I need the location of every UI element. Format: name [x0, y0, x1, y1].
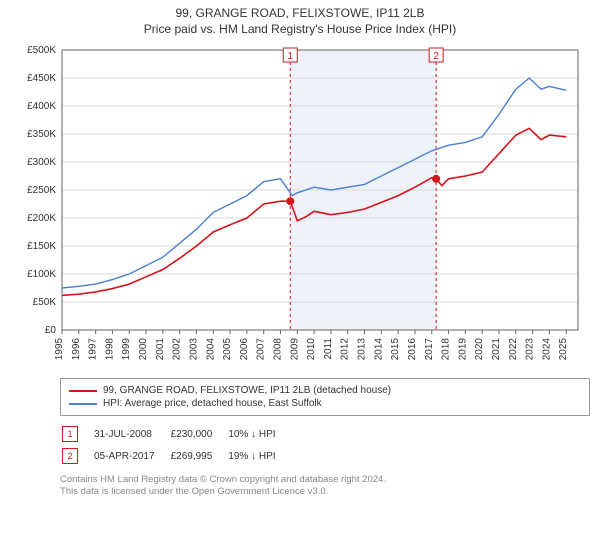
- svg-text:2009: 2009: [289, 338, 300, 361]
- marker-row: 2 05-APR-2017£269,99519% ↓ HPI: [62, 446, 290, 466]
- svg-text:2006: 2006: [239, 338, 250, 361]
- svg-text:£200K: £200K: [27, 213, 56, 224]
- svg-text:2008: 2008: [273, 338, 284, 361]
- legend-item: 99, GRANGE ROAD, FELIXSTOWE, IP11 2LB (d…: [69, 385, 581, 396]
- svg-text:2023: 2023: [525, 338, 536, 361]
- svg-text:2: 2: [433, 51, 439, 62]
- marker-number-box: 1: [62, 426, 78, 442]
- footnote: Contains HM Land Registry data © Crown c…: [60, 474, 590, 499]
- marker-price: £230,000: [171, 424, 227, 444]
- svg-text:2011: 2011: [323, 338, 334, 360]
- svg-text:£0: £0: [45, 325, 57, 336]
- marker-price: £269,995: [171, 446, 227, 466]
- legend-label: HPI: Average price, detached house, East…: [103, 398, 322, 409]
- title-main: 99, GRANGE ROAD, FELIXSTOWE, IP11 2LB: [0, 6, 600, 20]
- svg-text:2001: 2001: [155, 338, 166, 361]
- svg-text:2010: 2010: [306, 338, 317, 361]
- svg-text:2003: 2003: [188, 338, 199, 361]
- svg-text:£400K: £400K: [27, 101, 56, 112]
- svg-text:2002: 2002: [172, 338, 183, 361]
- svg-text:2017: 2017: [424, 338, 435, 361]
- footnote-line-2: This data is licensed under the Open Gov…: [60, 486, 590, 498]
- svg-text:2015: 2015: [390, 338, 401, 361]
- marker-date: 31-JUL-2008: [94, 424, 169, 444]
- svg-text:1995: 1995: [54, 338, 65, 361]
- svg-text:2024: 2024: [541, 338, 552, 361]
- svg-text:2012: 2012: [340, 338, 351, 361]
- svg-text:2019: 2019: [457, 338, 468, 361]
- svg-text:1999: 1999: [121, 338, 132, 361]
- chart: £0 £50K £100K £150K £200K £250K £300K £350K £400…: [10, 42, 590, 372]
- markers-table: 1 31-JUL-2008£230,00010% ↓ HPI 2 05-APR-201…: [60, 422, 292, 468]
- svg-text:1996: 1996: [71, 338, 82, 361]
- svg-text:2021: 2021: [491, 338, 502, 361]
- svg-text:2014: 2014: [373, 338, 384, 361]
- marker-row: 1 31-JUL-2008£230,00010% ↓ HPI: [62, 424, 290, 444]
- svg-text:£50K: £50K: [33, 297, 57, 308]
- svg-text:2007: 2007: [256, 338, 267, 361]
- svg-text:£300K: £300K: [27, 157, 56, 168]
- svg-text:2018: 2018: [441, 338, 452, 361]
- svg-text:2016: 2016: [407, 338, 418, 361]
- svg-text:£100K: £100K: [27, 269, 56, 280]
- svg-text:1997: 1997: [88, 338, 99, 361]
- legend-item: HPI: Average price, detached house, East…: [69, 398, 581, 409]
- svg-text:1998: 1998: [104, 338, 115, 361]
- marker-date: 05-APR-2017: [94, 446, 169, 466]
- svg-text:2000: 2000: [138, 338, 149, 361]
- marker-delta: 19% ↓ HPI: [228, 446, 289, 466]
- legend: 99, GRANGE ROAD, FELIXSTOWE, IP11 2LB (d…: [60, 378, 590, 416]
- svg-text:£500K: £500K: [27, 45, 56, 56]
- marker-delta: 10% ↓ HPI: [228, 424, 289, 444]
- marker-number-box: 2: [62, 448, 78, 464]
- svg-text:2004: 2004: [205, 338, 216, 361]
- svg-text:2013: 2013: [357, 338, 368, 361]
- svg-text:2020: 2020: [474, 338, 485, 361]
- legend-swatch: [69, 403, 97, 405]
- legend-swatch: [69, 390, 97, 392]
- svg-text:£350K: £350K: [27, 129, 56, 140]
- title-sub: Price paid vs. HM Land Registry's House …: [0, 22, 600, 36]
- svg-text:2022: 2022: [508, 338, 519, 361]
- svg-text:£450K: £450K: [27, 73, 56, 84]
- chart-svg: £0 £50K £100K £150K £200K £250K £300K £350K £400…: [10, 42, 590, 372]
- legend-label: 99, GRANGE ROAD, FELIXSTOWE, IP11 2LB (d…: [103, 385, 391, 396]
- svg-text:£250K: £250K: [27, 185, 56, 196]
- footnote-line-1: Contains HM Land Registry data © Crown c…: [60, 474, 590, 486]
- svg-text:2005: 2005: [222, 338, 233, 361]
- svg-text:1: 1: [287, 51, 293, 62]
- svg-text:2025: 2025: [558, 338, 569, 361]
- svg-text:£150K: £150K: [27, 241, 56, 252]
